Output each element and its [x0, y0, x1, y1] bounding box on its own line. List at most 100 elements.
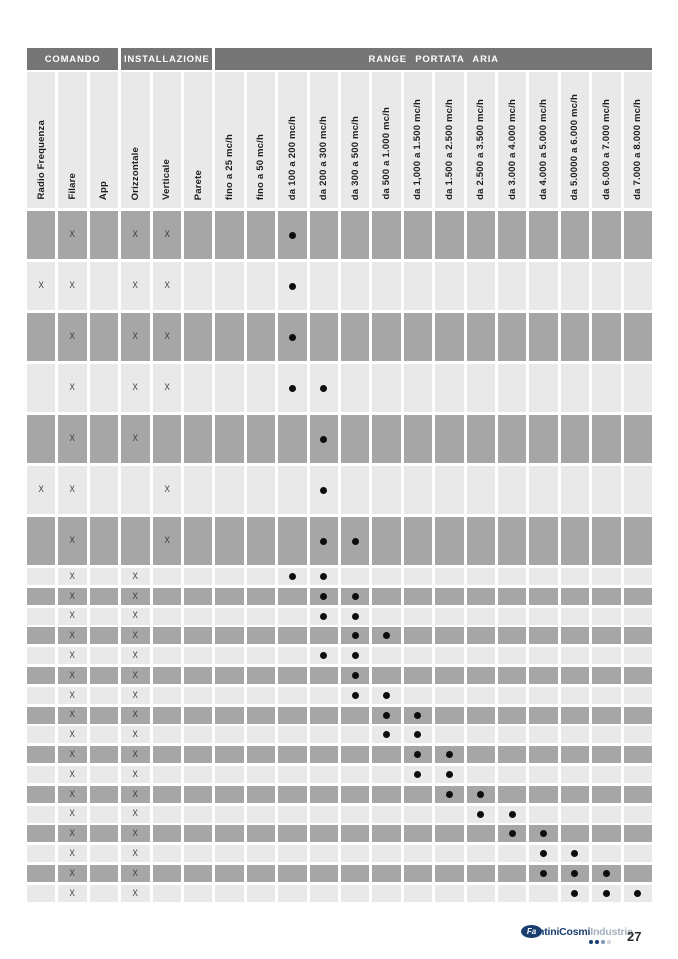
- matrix-cell: [152, 825, 181, 843]
- dot-mark: [445, 790, 453, 798]
- matrix-cell: [215, 517, 244, 565]
- matrix-cell: [466, 466, 495, 514]
- matrix-cell: [89, 627, 119, 645]
- fantini-cosmi-logo: Fa ntiniCosmi Industrie: [521, 925, 633, 944]
- matrix-cell: [372, 364, 401, 412]
- matrix-cell: [152, 746, 181, 764]
- matrix-cell: [340, 706, 370, 724]
- column-header-cell: da 3.000 a 4.000 mc/h: [497, 72, 527, 208]
- matrix-cell: [403, 262, 433, 310]
- matrix-cell: [89, 647, 119, 665]
- matrix-cell: [89, 884, 119, 902]
- column-header-cell: da 1,000 a 1.500 mc/h: [403, 72, 433, 208]
- matrix-cell: [309, 364, 338, 412]
- matrix-cell: [372, 686, 401, 704]
- matrix-cell: [623, 825, 652, 843]
- matrix-cell: [27, 647, 56, 665]
- matrix-cell: [246, 262, 276, 310]
- matrix-cell: [215, 313, 244, 361]
- column-header-cell: Filare: [58, 72, 87, 208]
- group-header-row: COMANDO INSTALLAZIONE RANGE PORTATA ARIA: [27, 48, 652, 70]
- matrix-cell: [623, 517, 652, 565]
- matrix-cell: [435, 726, 464, 744]
- matrix-cell: [592, 686, 621, 704]
- matrix-cell: [246, 765, 276, 783]
- matrix-cell: [246, 607, 276, 625]
- matrix-cell: [497, 845, 527, 863]
- matrix-cell: [183, 364, 213, 412]
- matrix-cell: [435, 415, 464, 463]
- matrix-cell: [623, 785, 652, 803]
- column-header-cell: da 5.0000 a 6.000 mc/h: [560, 72, 590, 208]
- dot-mark: [508, 830, 516, 838]
- dot-mark: [351, 592, 359, 600]
- matrix-cell: [246, 884, 276, 902]
- matrix-cell: [309, 607, 338, 625]
- matrix-cell: [278, 845, 307, 863]
- dot-mark: [477, 790, 485, 798]
- matrix-cell: [372, 568, 401, 585]
- dot-mark: [320, 384, 328, 392]
- matrix-cell: [403, 517, 433, 565]
- matrix-cell: [466, 805, 495, 823]
- dot-mark: [445, 751, 453, 759]
- matrix-cell: [27, 313, 56, 361]
- matrix-cell: [27, 706, 56, 724]
- matrix-cell: [246, 313, 276, 361]
- matrix-cell: [623, 607, 652, 625]
- x-mark: X: [69, 331, 76, 343]
- group-header-range-portata-aria: RANGE PORTATA ARIA: [215, 48, 652, 70]
- matrix-cell: [278, 785, 307, 803]
- matrix-cell: [309, 587, 338, 605]
- matrix-cell: [89, 313, 119, 361]
- x-mark: X: [69, 570, 76, 582]
- matrix-cell: [278, 517, 307, 565]
- matrix-cell: [403, 568, 433, 585]
- matrix-cell: [309, 864, 338, 882]
- matrix-cell: [497, 746, 527, 764]
- matrix-cell: [529, 785, 558, 803]
- matrix-cell: [246, 825, 276, 843]
- matrix-cell: [372, 313, 401, 361]
- x-mark: X: [132, 590, 139, 602]
- matrix-cell: [278, 686, 307, 704]
- dot-mark: [320, 592, 328, 600]
- matrix-cell: [89, 517, 119, 565]
- matrix-cell: [152, 647, 181, 665]
- matrix-cell: [278, 666, 307, 684]
- matrix-cell: [497, 805, 527, 823]
- matrix-cell: [560, 845, 590, 863]
- matrix-cell: [403, 785, 433, 803]
- column-header-cell: Orizzontale: [121, 72, 150, 208]
- matrix-cell: [529, 864, 558, 882]
- matrix-cell: [340, 765, 370, 783]
- matrix-cell: [592, 568, 621, 585]
- matrix-cell: [183, 765, 213, 783]
- matrix-cell: X: [152, 466, 181, 514]
- dot-mark: [571, 850, 579, 858]
- x-mark: X: [69, 709, 76, 721]
- x-mark: X: [132, 748, 139, 760]
- matrix-cell: [246, 587, 276, 605]
- matrix-cell: [623, 415, 652, 463]
- matrix-cell: [27, 666, 56, 684]
- x-mark: X: [164, 535, 170, 547]
- matrix-cell: [623, 466, 652, 514]
- matrix-cell: [27, 686, 56, 704]
- matrix-cell: [89, 415, 119, 463]
- dot-mark: [351, 691, 359, 699]
- matrix-cell: [466, 726, 495, 744]
- matrix-cell: X: [58, 211, 87, 259]
- matrix-cell: [27, 587, 56, 605]
- matrix-cell: [152, 845, 181, 863]
- matrix-cell: [152, 666, 181, 684]
- column-header-cell: Parete: [183, 72, 213, 208]
- matrix-cell: [529, 415, 558, 463]
- matrix-cell: [27, 568, 56, 585]
- matrix-cell: [466, 415, 495, 463]
- matrix-cell: [560, 262, 590, 310]
